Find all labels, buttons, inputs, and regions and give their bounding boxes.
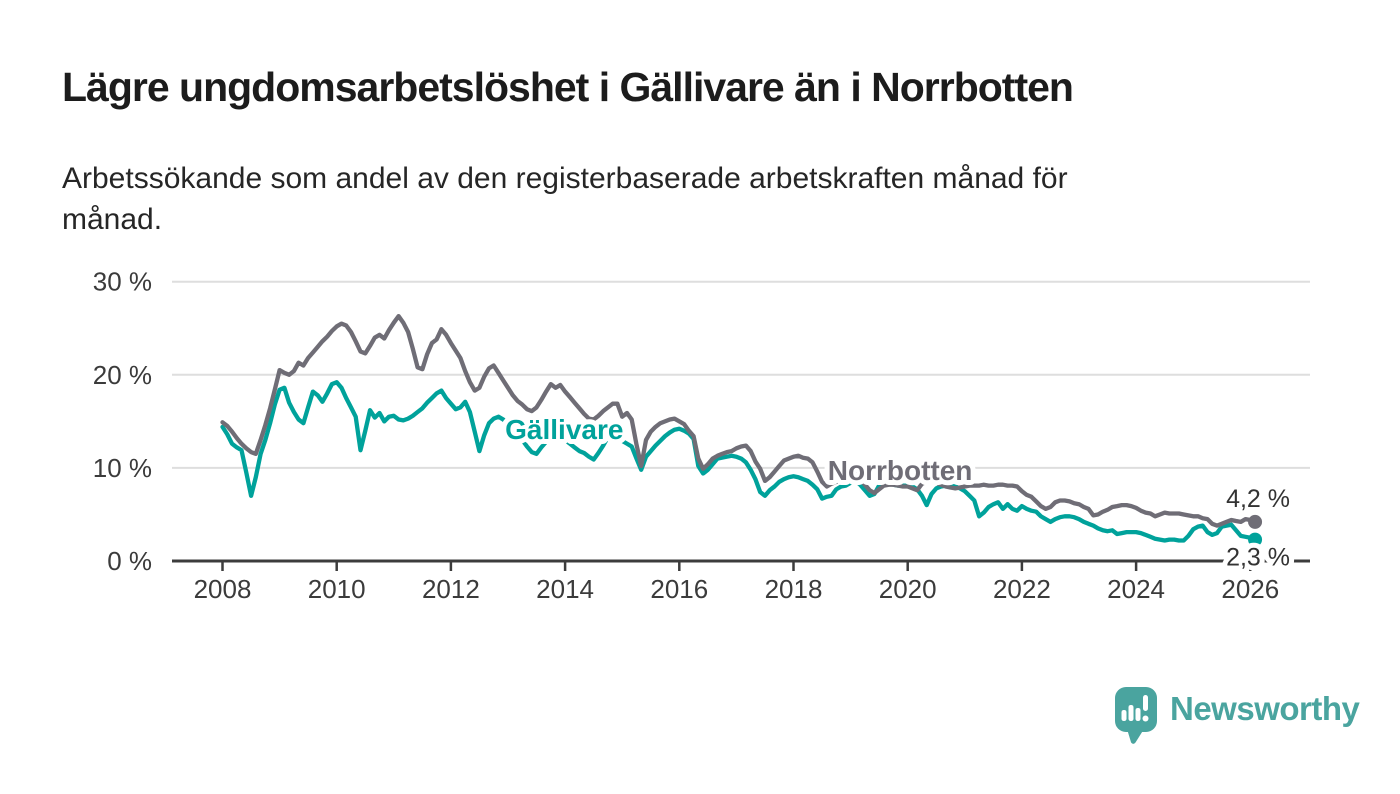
y-tick-label: 0 % — [107, 546, 152, 576]
x-tick-label: 2022 — [993, 574, 1051, 604]
x-tick-label: 2026 — [1221, 574, 1279, 604]
subtitle-line-1: Arbetssökande som andel av den registerb… — [62, 162, 1068, 195]
x-tick-label: 2020 — [879, 574, 937, 604]
x-tick-label: 2016 — [650, 574, 708, 604]
subtitle-line-2: månad. — [62, 203, 163, 236]
x-tick-label: 2008 — [194, 574, 252, 604]
series-label-norrbotten: Norrbotten — [828, 455, 973, 486]
y-tick-label: 20 % — [93, 360, 152, 390]
exclamation-bar — [1143, 695, 1148, 711]
page-title: Lägre ungdomsarbetslöshet i Gällivare än… — [62, 64, 1074, 110]
newsworthy-logo-text: Newsworthy — [1170, 690, 1360, 727]
chart-subtitle: Arbetssökande som andel av den registerb… — [62, 158, 1068, 240]
exclamation-dot — [1142, 715, 1149, 722]
series-line-gllivare — [220, 380, 1258, 543]
end-value-label: 2,3 % — [1226, 544, 1290, 572]
bar-chart-glyph — [1121, 695, 1149, 722]
speech-bubble-bar-chart-icon — [1115, 687, 1157, 744]
x-tick-label: 2018 — [765, 574, 823, 604]
newsworthy-logo: Newsworthy — [1112, 684, 1360, 748]
series-line-norrbotten — [220, 313, 1258, 528]
end-dot-gllivare — [1248, 532, 1263, 547]
x-tick-label: 2010 — [308, 574, 366, 604]
end-dot-norrbotten — [1248, 514, 1263, 529]
x-tick-label: 2012 — [422, 574, 480, 604]
y-tick-label: 10 % — [93, 453, 152, 483]
y-tick-label: 30 % — [93, 267, 152, 297]
series-label-gllivare: Gällivare — [505, 414, 623, 445]
x-tick-label: 2024 — [1107, 574, 1165, 604]
end-value-label: 4,2 % — [1226, 485, 1290, 513]
x-tick-label: 2014 — [536, 574, 594, 604]
